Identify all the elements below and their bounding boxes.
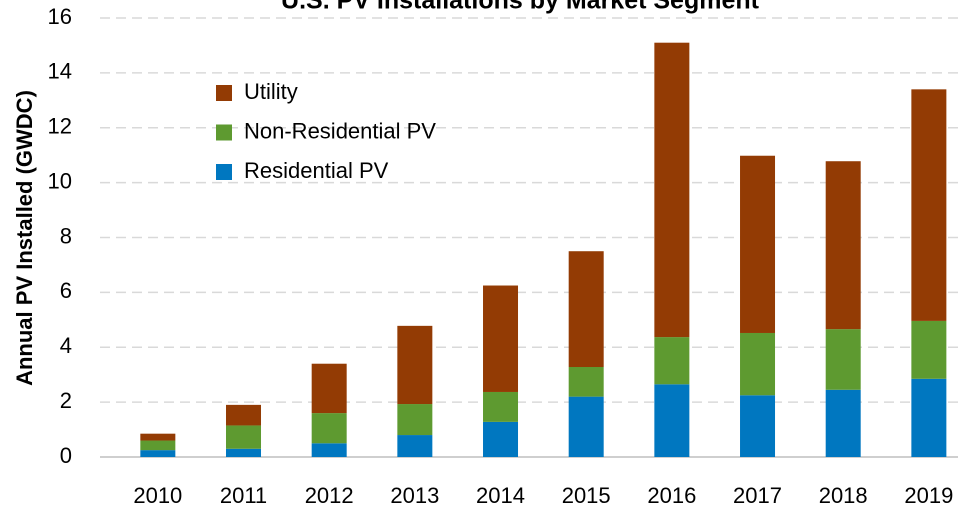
bar-segment bbox=[740, 332, 776, 396]
x-tick-label: 2017 bbox=[733, 483, 782, 508]
bar-segment bbox=[140, 450, 176, 457]
bar-segment bbox=[226, 448, 262, 457]
bar-segment bbox=[825, 161, 861, 330]
bar-segment bbox=[568, 396, 604, 457]
x-tick-label: 2016 bbox=[647, 483, 696, 508]
bar-segment bbox=[911, 320, 947, 379]
bar-segment bbox=[226, 404, 262, 426]
bar-segment bbox=[654, 42, 690, 338]
x-tick-label: 2018 bbox=[819, 483, 868, 508]
bar-segment bbox=[397, 435, 433, 457]
x-tick-label: 2010 bbox=[133, 483, 182, 508]
y-tick-label: 8 bbox=[60, 223, 72, 248]
bar-segment bbox=[311, 413, 347, 444]
y-tick-label: 10 bbox=[48, 168, 72, 193]
legend-swatch bbox=[216, 124, 232, 141]
bar-segment bbox=[311, 363, 347, 414]
bar-segment bbox=[740, 395, 776, 457]
y-tick-label: 6 bbox=[60, 278, 72, 303]
legend-label: Utility bbox=[244, 79, 298, 104]
bar-segment bbox=[483, 421, 519, 457]
y-tick-label: 14 bbox=[48, 59, 72, 84]
x-tick-label: 2014 bbox=[476, 483, 525, 508]
bar-segment bbox=[483, 391, 519, 422]
chart-title: U.S. PV Installations by Market Segment bbox=[281, 0, 760, 15]
bar-segment bbox=[140, 440, 176, 451]
legend-label: Non-Residential PV bbox=[244, 118, 436, 143]
bar-segment bbox=[911, 89, 947, 321]
bar-segment bbox=[140, 433, 176, 441]
y-tick-label: 0 bbox=[60, 443, 72, 468]
bar-segment bbox=[397, 325, 433, 405]
bar-segment bbox=[397, 404, 433, 436]
y-tick-label: 12 bbox=[48, 114, 72, 139]
y-axis-label: Annual PV Installed (GWDC) bbox=[12, 90, 37, 386]
bar-segment bbox=[911, 378, 947, 457]
y-tick-label: 16 bbox=[48, 4, 72, 29]
bar-segment bbox=[825, 329, 861, 390]
bar-segment bbox=[740, 155, 776, 333]
x-tick-label: 2019 bbox=[904, 483, 953, 508]
legend-label: Residential PV bbox=[244, 158, 389, 183]
bar-segment bbox=[654, 384, 690, 457]
y-tick-label: 2 bbox=[60, 388, 72, 413]
bar-segment bbox=[568, 367, 604, 397]
x-tick-label: 2012 bbox=[305, 483, 354, 508]
bar-segment bbox=[483, 285, 519, 392]
bar-segment bbox=[311, 443, 347, 457]
bar-segment bbox=[825, 389, 861, 457]
bar-segment bbox=[654, 337, 690, 385]
bar-segment bbox=[568, 251, 604, 368]
x-tick-label: 2013 bbox=[390, 483, 439, 508]
x-tick-label: 2015 bbox=[562, 483, 611, 508]
bar-segment bbox=[226, 425, 262, 449]
legend-swatch bbox=[216, 164, 232, 180]
y-tick-label: 4 bbox=[60, 333, 72, 358]
legend-swatch bbox=[216, 85, 232, 101]
x-tick-label: 2011 bbox=[220, 483, 267, 508]
